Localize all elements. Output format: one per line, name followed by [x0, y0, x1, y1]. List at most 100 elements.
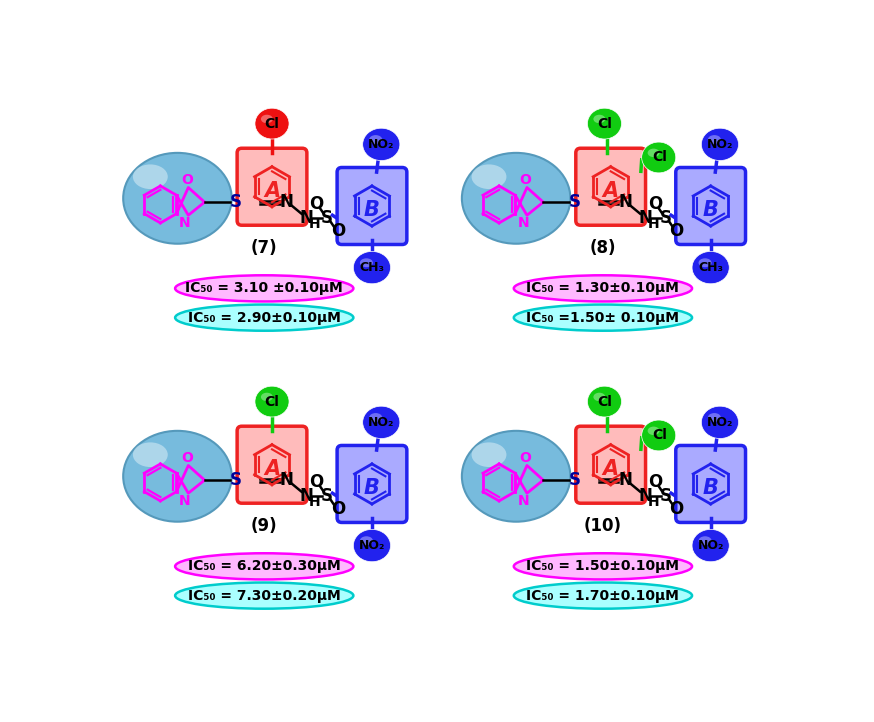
- Text: B: B: [364, 478, 380, 497]
- Text: O: O: [648, 473, 662, 491]
- Ellipse shape: [369, 135, 382, 144]
- Ellipse shape: [255, 108, 289, 139]
- Text: (7): (7): [251, 239, 278, 257]
- Text: NO₂: NO₂: [707, 138, 733, 151]
- Ellipse shape: [708, 413, 721, 422]
- FancyBboxPatch shape: [337, 168, 407, 245]
- Ellipse shape: [587, 386, 621, 417]
- Ellipse shape: [642, 420, 676, 451]
- Text: O: O: [519, 451, 531, 465]
- Text: Cl: Cl: [652, 150, 667, 165]
- Ellipse shape: [255, 386, 289, 417]
- Ellipse shape: [363, 129, 400, 160]
- Text: H: H: [648, 495, 659, 509]
- Ellipse shape: [701, 406, 739, 438]
- Text: IC₅₀ = 3.10 ±0.10μM: IC₅₀ = 3.10 ±0.10μM: [185, 282, 343, 295]
- Text: (8): (8): [590, 239, 616, 257]
- Text: S: S: [321, 487, 333, 505]
- Text: NO₂: NO₂: [707, 416, 733, 429]
- Text: IC₅₀ = 2.90±0.10μM: IC₅₀ = 2.90±0.10μM: [188, 310, 341, 325]
- Text: S: S: [230, 193, 241, 211]
- Text: NO₂: NO₂: [697, 539, 724, 552]
- Text: B: B: [703, 478, 718, 497]
- Text: A: A: [602, 458, 619, 479]
- Text: N: N: [619, 193, 632, 211]
- Text: O: O: [309, 473, 323, 491]
- Ellipse shape: [648, 427, 660, 435]
- Text: S: S: [230, 471, 241, 489]
- Text: O: O: [330, 500, 345, 518]
- Ellipse shape: [461, 153, 571, 244]
- Text: O: O: [669, 500, 683, 518]
- FancyBboxPatch shape: [237, 148, 307, 225]
- Text: N: N: [300, 209, 314, 227]
- Ellipse shape: [175, 305, 353, 331]
- Text: IC₅₀ = 1.70±0.10μM: IC₅₀ = 1.70±0.10μM: [526, 588, 679, 603]
- Ellipse shape: [123, 153, 232, 244]
- FancyBboxPatch shape: [576, 148, 646, 225]
- Text: IC₅₀ = 1.50±0.10μM: IC₅₀ = 1.50±0.10μM: [526, 560, 679, 573]
- Ellipse shape: [514, 305, 692, 331]
- Text: N: N: [619, 471, 632, 489]
- Ellipse shape: [593, 393, 606, 401]
- Text: S: S: [660, 209, 672, 227]
- Text: NO₂: NO₂: [368, 138, 394, 151]
- Ellipse shape: [593, 115, 606, 123]
- Ellipse shape: [642, 142, 676, 173]
- Ellipse shape: [360, 258, 373, 267]
- Text: S: S: [568, 193, 580, 211]
- Ellipse shape: [708, 135, 721, 144]
- Text: (9): (9): [251, 517, 278, 535]
- Ellipse shape: [353, 529, 391, 562]
- Ellipse shape: [692, 251, 729, 284]
- FancyBboxPatch shape: [237, 426, 307, 503]
- Ellipse shape: [698, 258, 711, 267]
- Text: S: S: [321, 209, 333, 227]
- Text: Cl: Cl: [652, 428, 667, 443]
- Ellipse shape: [369, 413, 382, 422]
- Text: NO₂: NO₂: [359, 539, 385, 552]
- Text: H: H: [648, 217, 659, 231]
- Ellipse shape: [514, 583, 692, 609]
- Text: CH₃: CH₃: [698, 261, 723, 274]
- Ellipse shape: [648, 149, 660, 157]
- Text: N: N: [178, 494, 191, 508]
- Ellipse shape: [472, 165, 506, 189]
- Text: IC₅₀ = 6.20±0.30μM: IC₅₀ = 6.20±0.30μM: [188, 560, 341, 573]
- Ellipse shape: [133, 165, 168, 189]
- Ellipse shape: [363, 406, 400, 438]
- Text: Cl: Cl: [597, 394, 612, 409]
- Ellipse shape: [133, 443, 168, 467]
- Text: O: O: [648, 195, 662, 213]
- Ellipse shape: [514, 553, 692, 580]
- Text: Cl: Cl: [265, 116, 280, 131]
- Ellipse shape: [461, 431, 571, 522]
- Ellipse shape: [123, 431, 232, 522]
- Text: N: N: [280, 471, 294, 489]
- Ellipse shape: [701, 129, 739, 160]
- FancyBboxPatch shape: [676, 168, 746, 245]
- Ellipse shape: [514, 275, 692, 302]
- Ellipse shape: [261, 115, 273, 123]
- Ellipse shape: [587, 108, 621, 139]
- Ellipse shape: [353, 251, 391, 284]
- Text: N: N: [517, 216, 529, 230]
- Ellipse shape: [698, 536, 711, 545]
- Text: Cl: Cl: [265, 394, 280, 409]
- Ellipse shape: [175, 583, 353, 609]
- Text: B: B: [703, 200, 718, 219]
- Text: (10): (10): [584, 517, 622, 535]
- Text: O: O: [519, 173, 531, 187]
- Text: O: O: [181, 173, 192, 187]
- Text: H: H: [309, 495, 321, 509]
- Text: N: N: [517, 494, 529, 508]
- Text: O: O: [181, 451, 192, 465]
- Text: O: O: [330, 222, 345, 240]
- Text: O: O: [669, 222, 683, 240]
- Text: N: N: [178, 216, 191, 230]
- Text: N: N: [639, 487, 653, 505]
- Text: S: S: [660, 487, 672, 505]
- Ellipse shape: [692, 529, 729, 562]
- Text: H: H: [309, 217, 321, 231]
- Text: A: A: [264, 458, 280, 479]
